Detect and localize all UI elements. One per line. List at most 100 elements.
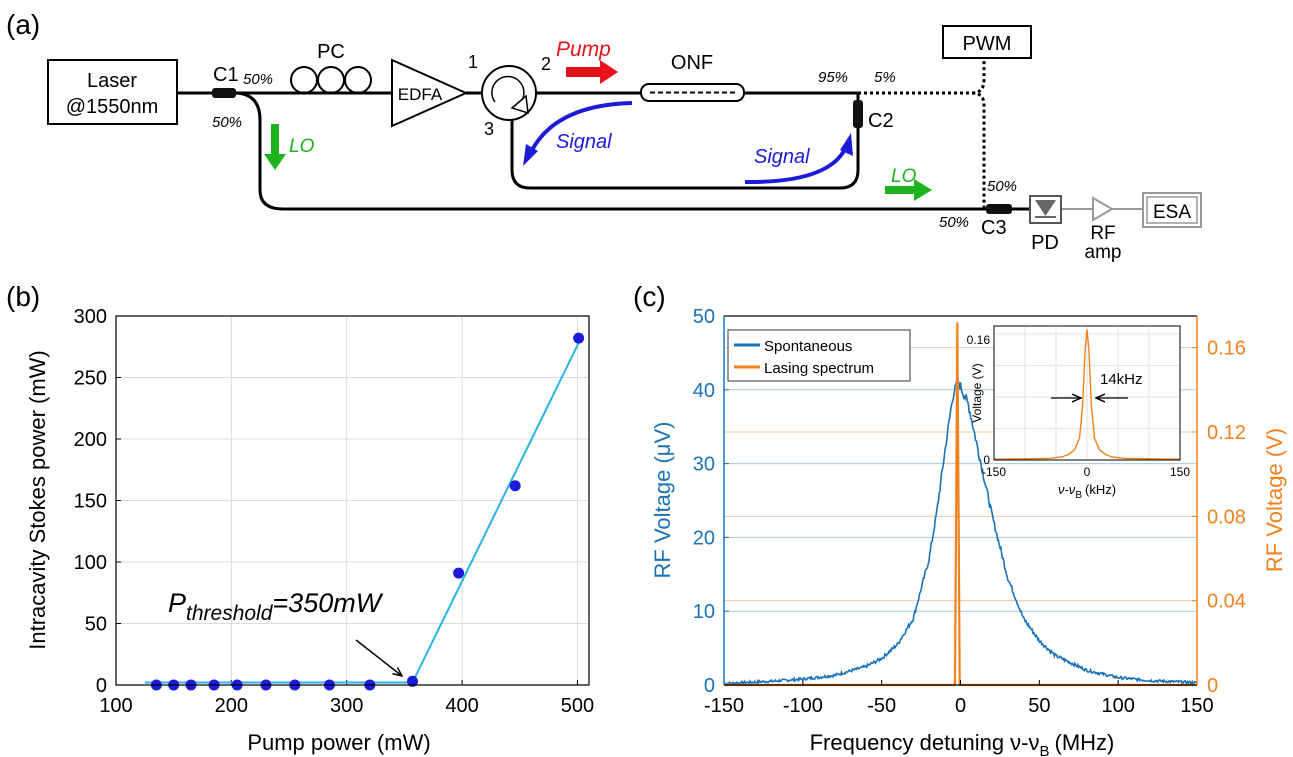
threshold-annotation: Pthreshold=350mW <box>168 588 384 625</box>
panel-c-xlabel-sub: B <box>1040 743 1050 757</box>
b-ytick-label: 200 <box>74 429 107 451</box>
b-fit-polyline <box>144 340 581 684</box>
pd-label: PD <box>1031 232 1059 254</box>
c-ytick-right-label: 0.04 <box>1207 591 1246 613</box>
panel-a-label: (a) <box>6 9 40 40</box>
port-2-label: 2 <box>541 54 551 74</box>
panel-b-label: (b) <box>6 281 40 312</box>
panel-a-schematic: (a) Laser @1550nm C1 50% 50% PC EDFA <box>6 9 1202 263</box>
threshold-annotation-value: =350mW <box>272 588 383 618</box>
b-xtick-label: 100 <box>99 695 132 717</box>
panel-c-ylabel-left: RF Voltage (μV) <box>650 422 675 579</box>
rf-amp-label-line1: RF <box>1090 223 1115 244</box>
photodiode-icon <box>1035 200 1056 216</box>
panel-c-xlabel-unit: (MHz) <box>1055 730 1115 755</box>
inset-xlabel-sub: B <box>1075 490 1082 501</box>
laser-box <box>47 59 178 125</box>
coupler-c2 <box>853 100 863 128</box>
threshold-annotation-symbol: P <box>168 588 186 618</box>
b-ytick-label: 300 <box>74 306 107 328</box>
esa-box-outer <box>1142 192 1202 228</box>
signal-arrow-left-icon <box>529 101 633 153</box>
b-ytick-label: 150 <box>74 491 107 513</box>
c-xtick-label: 50 <box>1028 695 1050 717</box>
esa-box-inner <box>1146 196 1198 224</box>
inset-ytick-zero: 0 <box>983 453 990 467</box>
legend-label-spontaneous: Spontaneous <box>764 338 852 355</box>
b-data-point <box>573 332 585 344</box>
lo-arrow-right-icon <box>885 179 932 201</box>
coupler-c1 <box>212 88 236 98</box>
c-xtick-label: -150 <box>704 695 744 717</box>
inset-xlabel: ν-νB (kHz) <box>1058 482 1116 501</box>
port-3-label: 3 <box>484 119 494 139</box>
coupler-c3 <box>986 204 1012 214</box>
panel-b-xlabel: Pump power (mW) <box>247 730 430 755</box>
c-ytick-left-label: 40 <box>693 380 715 402</box>
panel-b-ylabel: Intracavity Stokes power (mW) <box>25 350 50 650</box>
fiber-c2-c3-dotted <box>971 91 986 209</box>
c-ytick-right-label: 0.12 <box>1207 422 1246 444</box>
panel-c-xlabel-main: Frequency detuning ν-ν <box>810 730 1040 755</box>
panel-b-ticks: 100 200 300 400 500 0 50 100 150 200 250 300 <box>74 306 595 717</box>
b-ytick-label: 50 <box>85 614 107 636</box>
panel-b-data-points <box>150 332 585 691</box>
c-ytick-left-label: 10 <box>693 601 715 623</box>
b-ytick-label: 250 <box>74 368 107 390</box>
fiber-loop-return <box>510 115 860 190</box>
pump-arrow-icon <box>566 60 618 84</box>
c-ytick-left-label: 30 <box>693 454 715 476</box>
c-ytick-right-label: 0 <box>1207 675 1218 697</box>
pc-label: PC <box>317 41 345 63</box>
panel-c-legend: Spontaneous Lasing spectrum <box>727 329 911 382</box>
pwm-box <box>942 25 1032 59</box>
b-xtick-label: 400 <box>445 695 478 717</box>
b-ytick-label: 100 <box>74 552 107 574</box>
c2-label: C2 <box>868 110 894 132</box>
c2-split-left: 95% <box>818 69 848 86</box>
onf-label: ONF <box>671 52 713 74</box>
edfa-amplifier <box>391 58 469 128</box>
c-xtick-label: 0 <box>955 695 966 717</box>
c3-label: C3 <box>981 217 1007 239</box>
inset-xtick-left: -150 <box>982 465 1006 479</box>
legend-label-lasing: Lasing spectrum <box>764 360 874 377</box>
inset-xlabel-unit: (kHz) <box>1085 482 1116 497</box>
laser-label-line2: @1550nm <box>66 96 159 118</box>
c3-split-top: 50% <box>987 178 1017 195</box>
c1-split-bottom: 50% <box>212 114 242 131</box>
laser-label-line1: Laser <box>87 70 137 92</box>
c-xtick-label: 100 <box>1101 695 1134 717</box>
threshold-annotation-sub: threshold <box>186 602 274 625</box>
c3-split-left: 50% <box>939 214 969 231</box>
lo-arrow-down-icon <box>264 124 286 170</box>
panel-c-xlabel: Frequency detuning ν-νB (MHz) <box>810 730 1115 757</box>
inset-xtick-right: 150 <box>1170 465 1190 479</box>
fiber-lo-path <box>233 91 988 211</box>
inset-ytick-peak: 0.16 <box>967 333 991 347</box>
panel-b-axes-box <box>115 315 590 686</box>
c-ytick-left-label: 50 <box>693 306 715 328</box>
threshold-arrow-icon <box>355 639 402 676</box>
c1-split-top: 50% <box>243 71 273 88</box>
c-ytick-left-label: 0 <box>704 675 715 697</box>
panel-b-fit-line <box>144 340 581 684</box>
lo-label-left: LO <box>289 136 315 157</box>
b-data-point <box>453 567 465 579</box>
signal-arrow-right-icon <box>744 146 848 185</box>
inset-trace <box>993 329 1181 460</box>
pwm-label: PWM <box>963 33 1012 55</box>
c-xtick-label: 150 <box>1180 695 1213 717</box>
polarization-controller <box>290 66 372 94</box>
legend-box <box>727 329 911 382</box>
edfa-label: EDFA <box>398 85 443 104</box>
signal-label-left: Signal <box>556 131 612 153</box>
c-xtick-label: -100 <box>783 695 823 717</box>
c-xtick-label: -50 <box>867 695 896 717</box>
inset-xlabel-nu: ν-ν <box>1058 482 1076 497</box>
c-ytick-left-label: 20 <box>693 527 715 549</box>
b-data-point <box>509 480 521 492</box>
circulator <box>481 65 537 121</box>
b-xtick-label: 300 <box>330 695 363 717</box>
